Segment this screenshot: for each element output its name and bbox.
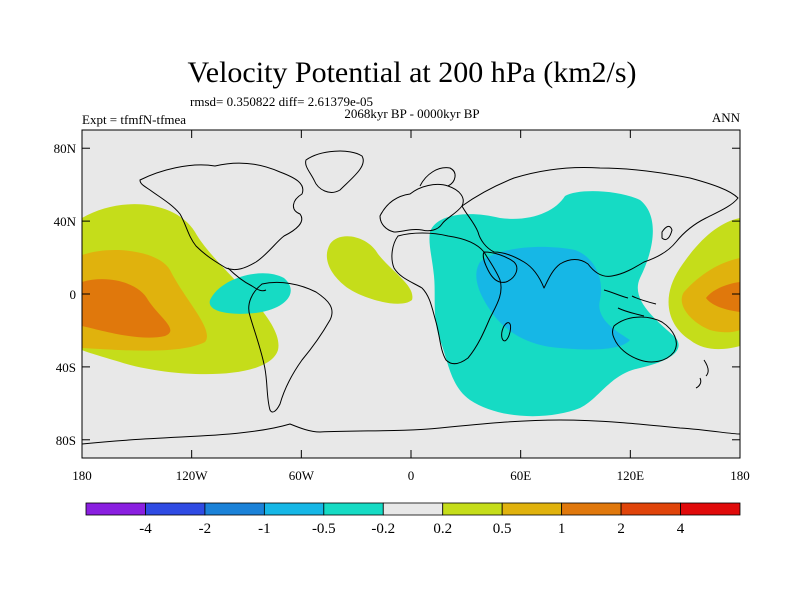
coast-greenland — [305, 150, 364, 193]
colorbar-label-5: 0.2 — [433, 521, 452, 537]
x-tick-label-5: 120E — [617, 468, 645, 483]
colorbar-swatch-8 — [561, 502, 622, 516]
colorbar-swatch-3 — [263, 502, 325, 516]
contour-samerica-neg0.2 — [209, 273, 291, 314]
coast-japan — [661, 225, 673, 241]
colorbar-label-4: -0.2 — [371, 521, 395, 537]
colorbar-swatch-5 — [382, 502, 444, 516]
period-label: 2068kyr BP - 0000kyr BP — [344, 106, 479, 121]
colorbar-swatch-0 — [85, 502, 146, 516]
colorbar: -4 -2 -1 -0.5 -0.2 0.2 0.5 1 2 4 — [85, 502, 741, 537]
y-tick-label-0: 80N — [54, 141, 77, 156]
colorbar-label-6: 0.5 — [493, 521, 512, 537]
coast-australia — [612, 316, 677, 363]
coast-asia — [461, 167, 739, 289]
x-tick-label-2: 60W — [289, 468, 315, 483]
colorbar-swatch-10 — [680, 502, 741, 516]
coast-arabia — [482, 251, 518, 283]
contour-indian-neg0.5 — [476, 246, 630, 350]
experiment-label: Expt = tfmfN-tfmea — [82, 112, 186, 127]
x-tick-label-4: 60E — [510, 468, 531, 483]
map-plot-area — [82, 130, 740, 458]
stats-label: rmsd= 0.350822 diff= 2.61379e-05 — [190, 94, 373, 109]
contour-atlantic-0.2 — [326, 236, 413, 304]
colorbar-swatch-2 — [204, 502, 265, 516]
contour-fills — [82, 191, 740, 417]
coast-africa — [391, 232, 502, 365]
colorbar-swatch-4 — [323, 502, 384, 516]
colorbar-label-1: -2 — [199, 521, 212, 537]
colorbar-label-7: 1 — [558, 521, 566, 537]
colorbar-label-8: 2 — [617, 521, 625, 537]
colorbar-label-0: -4 — [139, 521, 152, 537]
y-tick-label-2: 0 — [70, 287, 77, 302]
coast-sea-islands — [603, 289, 657, 317]
colorbar-label-2: -1 — [258, 521, 271, 537]
colorbar-label-9: 4 — [677, 521, 685, 537]
y-tick-label-4: 80S — [56, 433, 76, 448]
coastlines — [82, 150, 740, 445]
coast-antarctica — [82, 419, 740, 445]
contour-pacific-east-1 — [706, 282, 740, 312]
colorbar-swatch-9 — [620, 502, 681, 516]
colorbar-label-3: -0.5 — [312, 521, 336, 537]
x-tick-label-1: 120W — [176, 468, 209, 483]
season-label: ANN — [712, 110, 741, 125]
colorbar-swatch-6 — [442, 502, 503, 516]
contour-pacific-west-1 — [82, 279, 171, 338]
x-tick-label-3: 0 — [408, 468, 415, 483]
x-tick-label-6: 180 — [730, 468, 750, 483]
coast-north-america — [139, 162, 304, 271]
y-tick-label-1: 40N — [54, 214, 77, 229]
x-axis: 180 120W 60W 0 60E 120E 180 — [72, 130, 750, 483]
coast-central-america — [227, 267, 267, 292]
x-tick-label-0: 180 — [72, 468, 92, 483]
y-tick-label-3: 40S — [56, 360, 76, 375]
coast-europe — [379, 183, 464, 233]
colorbar-swatch-7 — [501, 502, 563, 516]
map-title: Velocity Potential at 200 hPa (km2/s) — [187, 56, 636, 89]
coast-scandinavia — [419, 167, 456, 187]
y-axis: 80N 40N 0 40S 80S — [54, 141, 740, 448]
coast-new-zealand — [695, 359, 709, 389]
coast-madagascar — [501, 322, 511, 342]
coast-south-america — [248, 281, 333, 413]
colorbar-swatch-1 — [145, 502, 206, 516]
